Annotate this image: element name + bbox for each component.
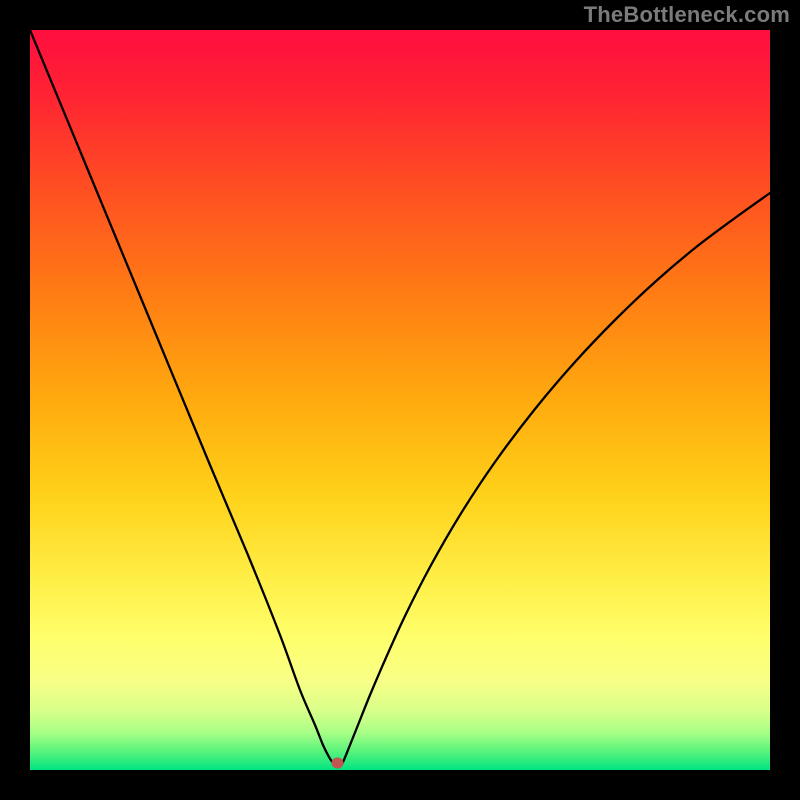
chart-stage: TheBottleneck.com	[0, 0, 800, 800]
watermark-text: TheBottleneck.com	[584, 2, 790, 28]
plot-area	[30, 30, 770, 770]
chart-svg	[0, 0, 800, 800]
minimum-marker	[332, 758, 344, 769]
